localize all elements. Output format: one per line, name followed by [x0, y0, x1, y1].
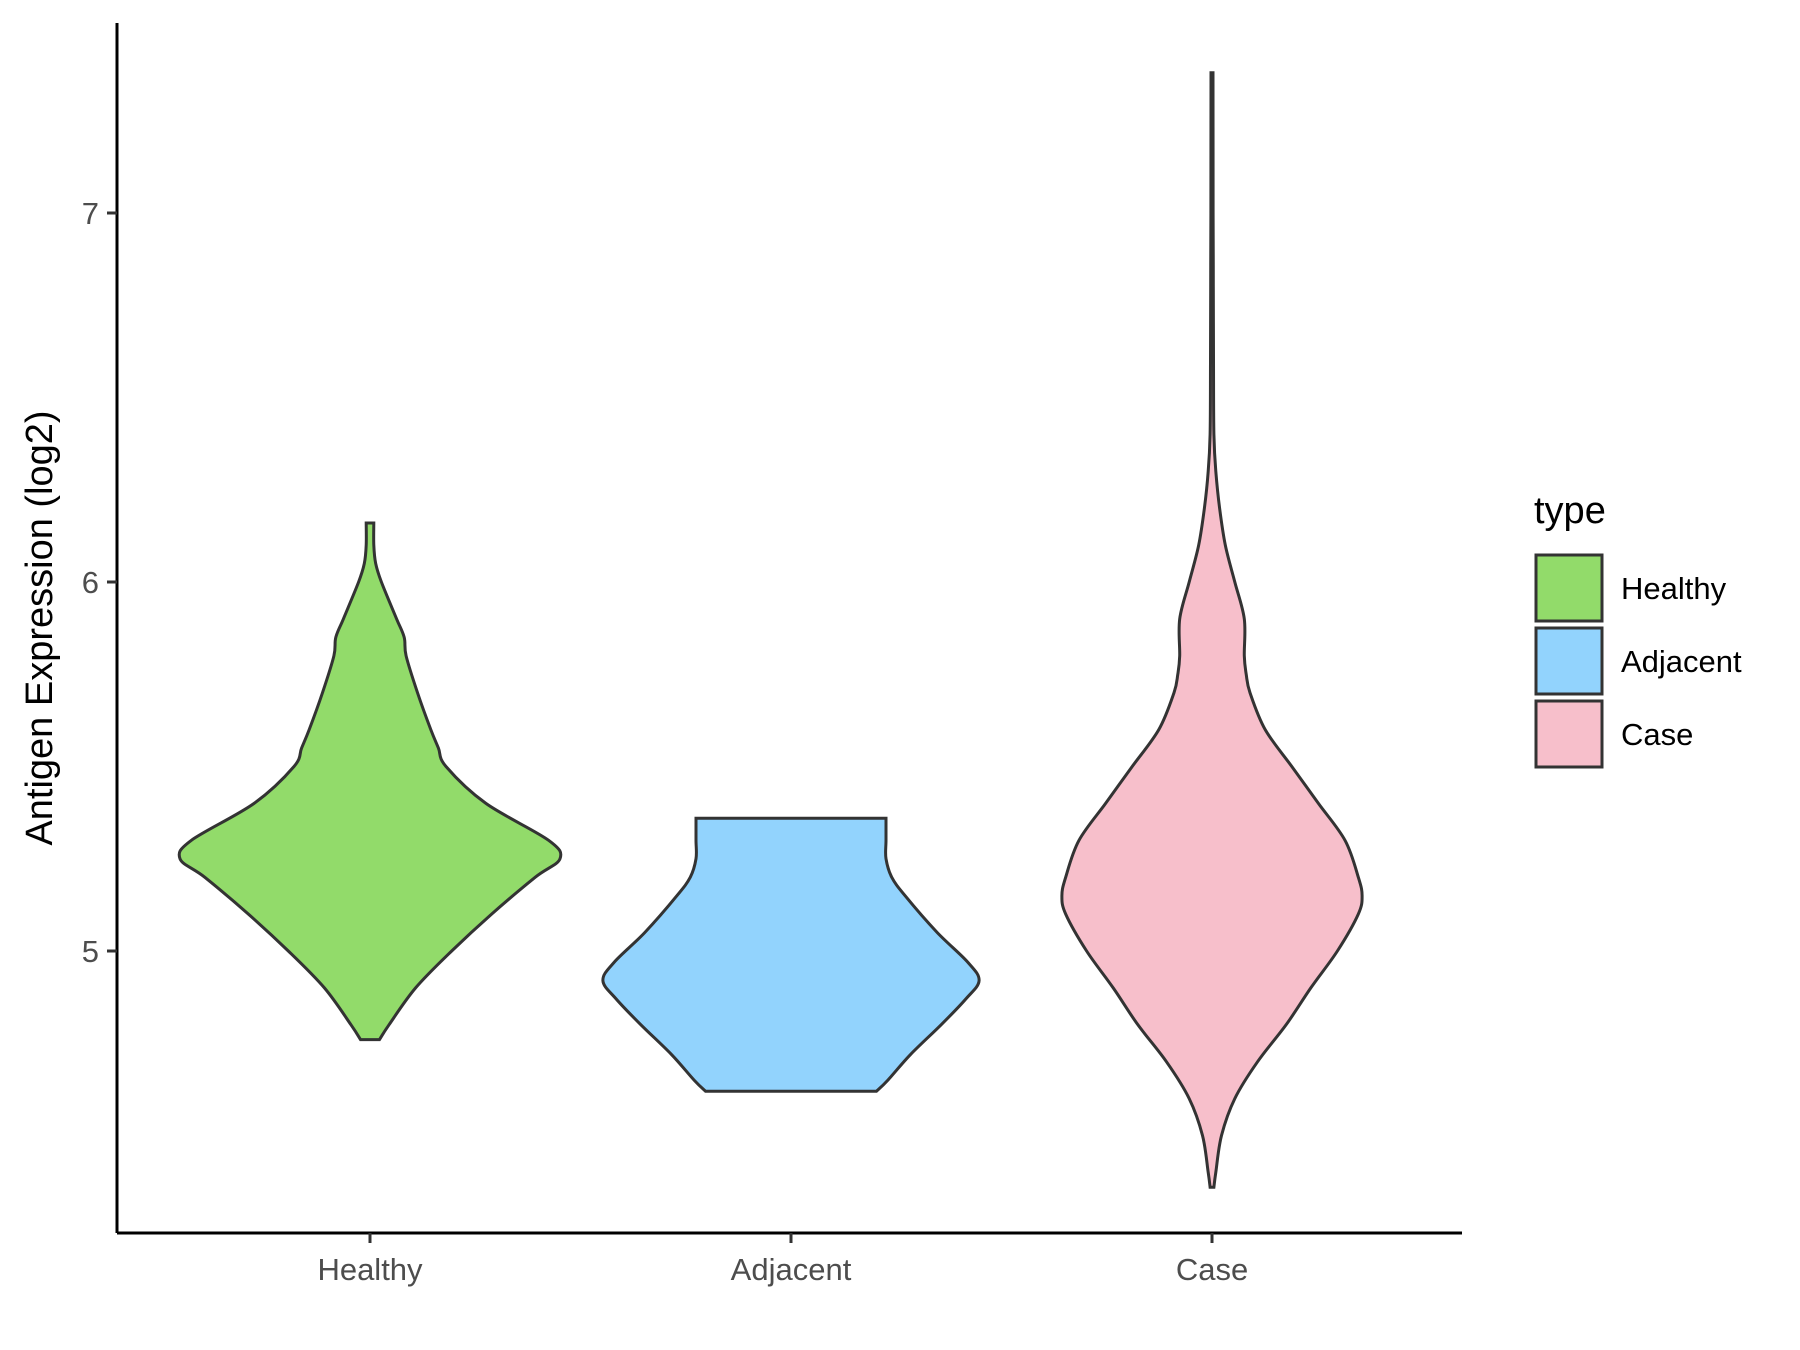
y-tick-label: 5	[82, 934, 99, 969]
legend-label-case: Case	[1621, 717, 1693, 752]
x-axis-ticks: Healthy Adjacent Case	[317, 1233, 1248, 1287]
violin-case	[1060, 71, 1364, 1189]
y-tick-label: 6	[82, 565, 99, 600]
x-tick-label: Case	[1176, 1252, 1248, 1287]
y-axis-ticks: 5 6 7	[82, 196, 117, 969]
violin-adjacent	[601, 816, 981, 1093]
legend-title: type	[1534, 490, 1606, 532]
legend-key-case	[1534, 699, 1604, 769]
violins-group	[177, 71, 1364, 1189]
x-tick-label: Healthy	[317, 1252, 423, 1287]
violin-healthy	[177, 521, 563, 1042]
legend-items: Healthy Adjacent Case	[1534, 553, 1742, 769]
legend-key-healthy	[1534, 553, 1604, 623]
y-tick-label: 7	[82, 196, 99, 231]
legend-label-adjacent: Adjacent	[1621, 644, 1742, 679]
legend-key-adjacent	[1534, 626, 1604, 696]
plot-area: 5 6 7 Healthy Adjacent Case	[82, 23, 1462, 1287]
x-tick-label: Adjacent	[731, 1252, 852, 1287]
legend-label-healthy: Healthy	[1621, 571, 1727, 606]
legend: type Healthy Adjacent Case	[1534, 490, 1742, 769]
y-axis-title: Antigen Expression (log2)	[19, 410, 61, 845]
